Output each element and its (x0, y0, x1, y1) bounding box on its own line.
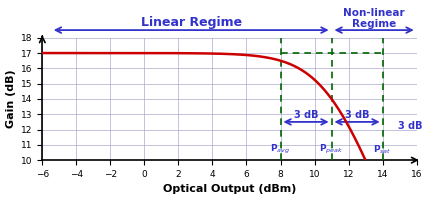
Text: Linear Regime: Linear Regime (141, 16, 242, 29)
Text: P$_{peak}$: P$_{peak}$ (319, 143, 344, 156)
Text: P$_{sat}$: P$_{sat}$ (373, 144, 392, 156)
Text: 3 dB: 3 dB (345, 110, 369, 120)
Text: Non-linear
Regime: Non-linear Regime (343, 8, 405, 29)
X-axis label: Optical Output (dBm): Optical Output (dBm) (163, 184, 296, 194)
Text: 3 dB: 3 dB (398, 121, 422, 131)
Text: P$_{avg}$: P$_{avg}$ (270, 143, 291, 156)
Y-axis label: Gain (dB): Gain (dB) (6, 70, 15, 128)
Text: 3 dB: 3 dB (294, 110, 318, 120)
